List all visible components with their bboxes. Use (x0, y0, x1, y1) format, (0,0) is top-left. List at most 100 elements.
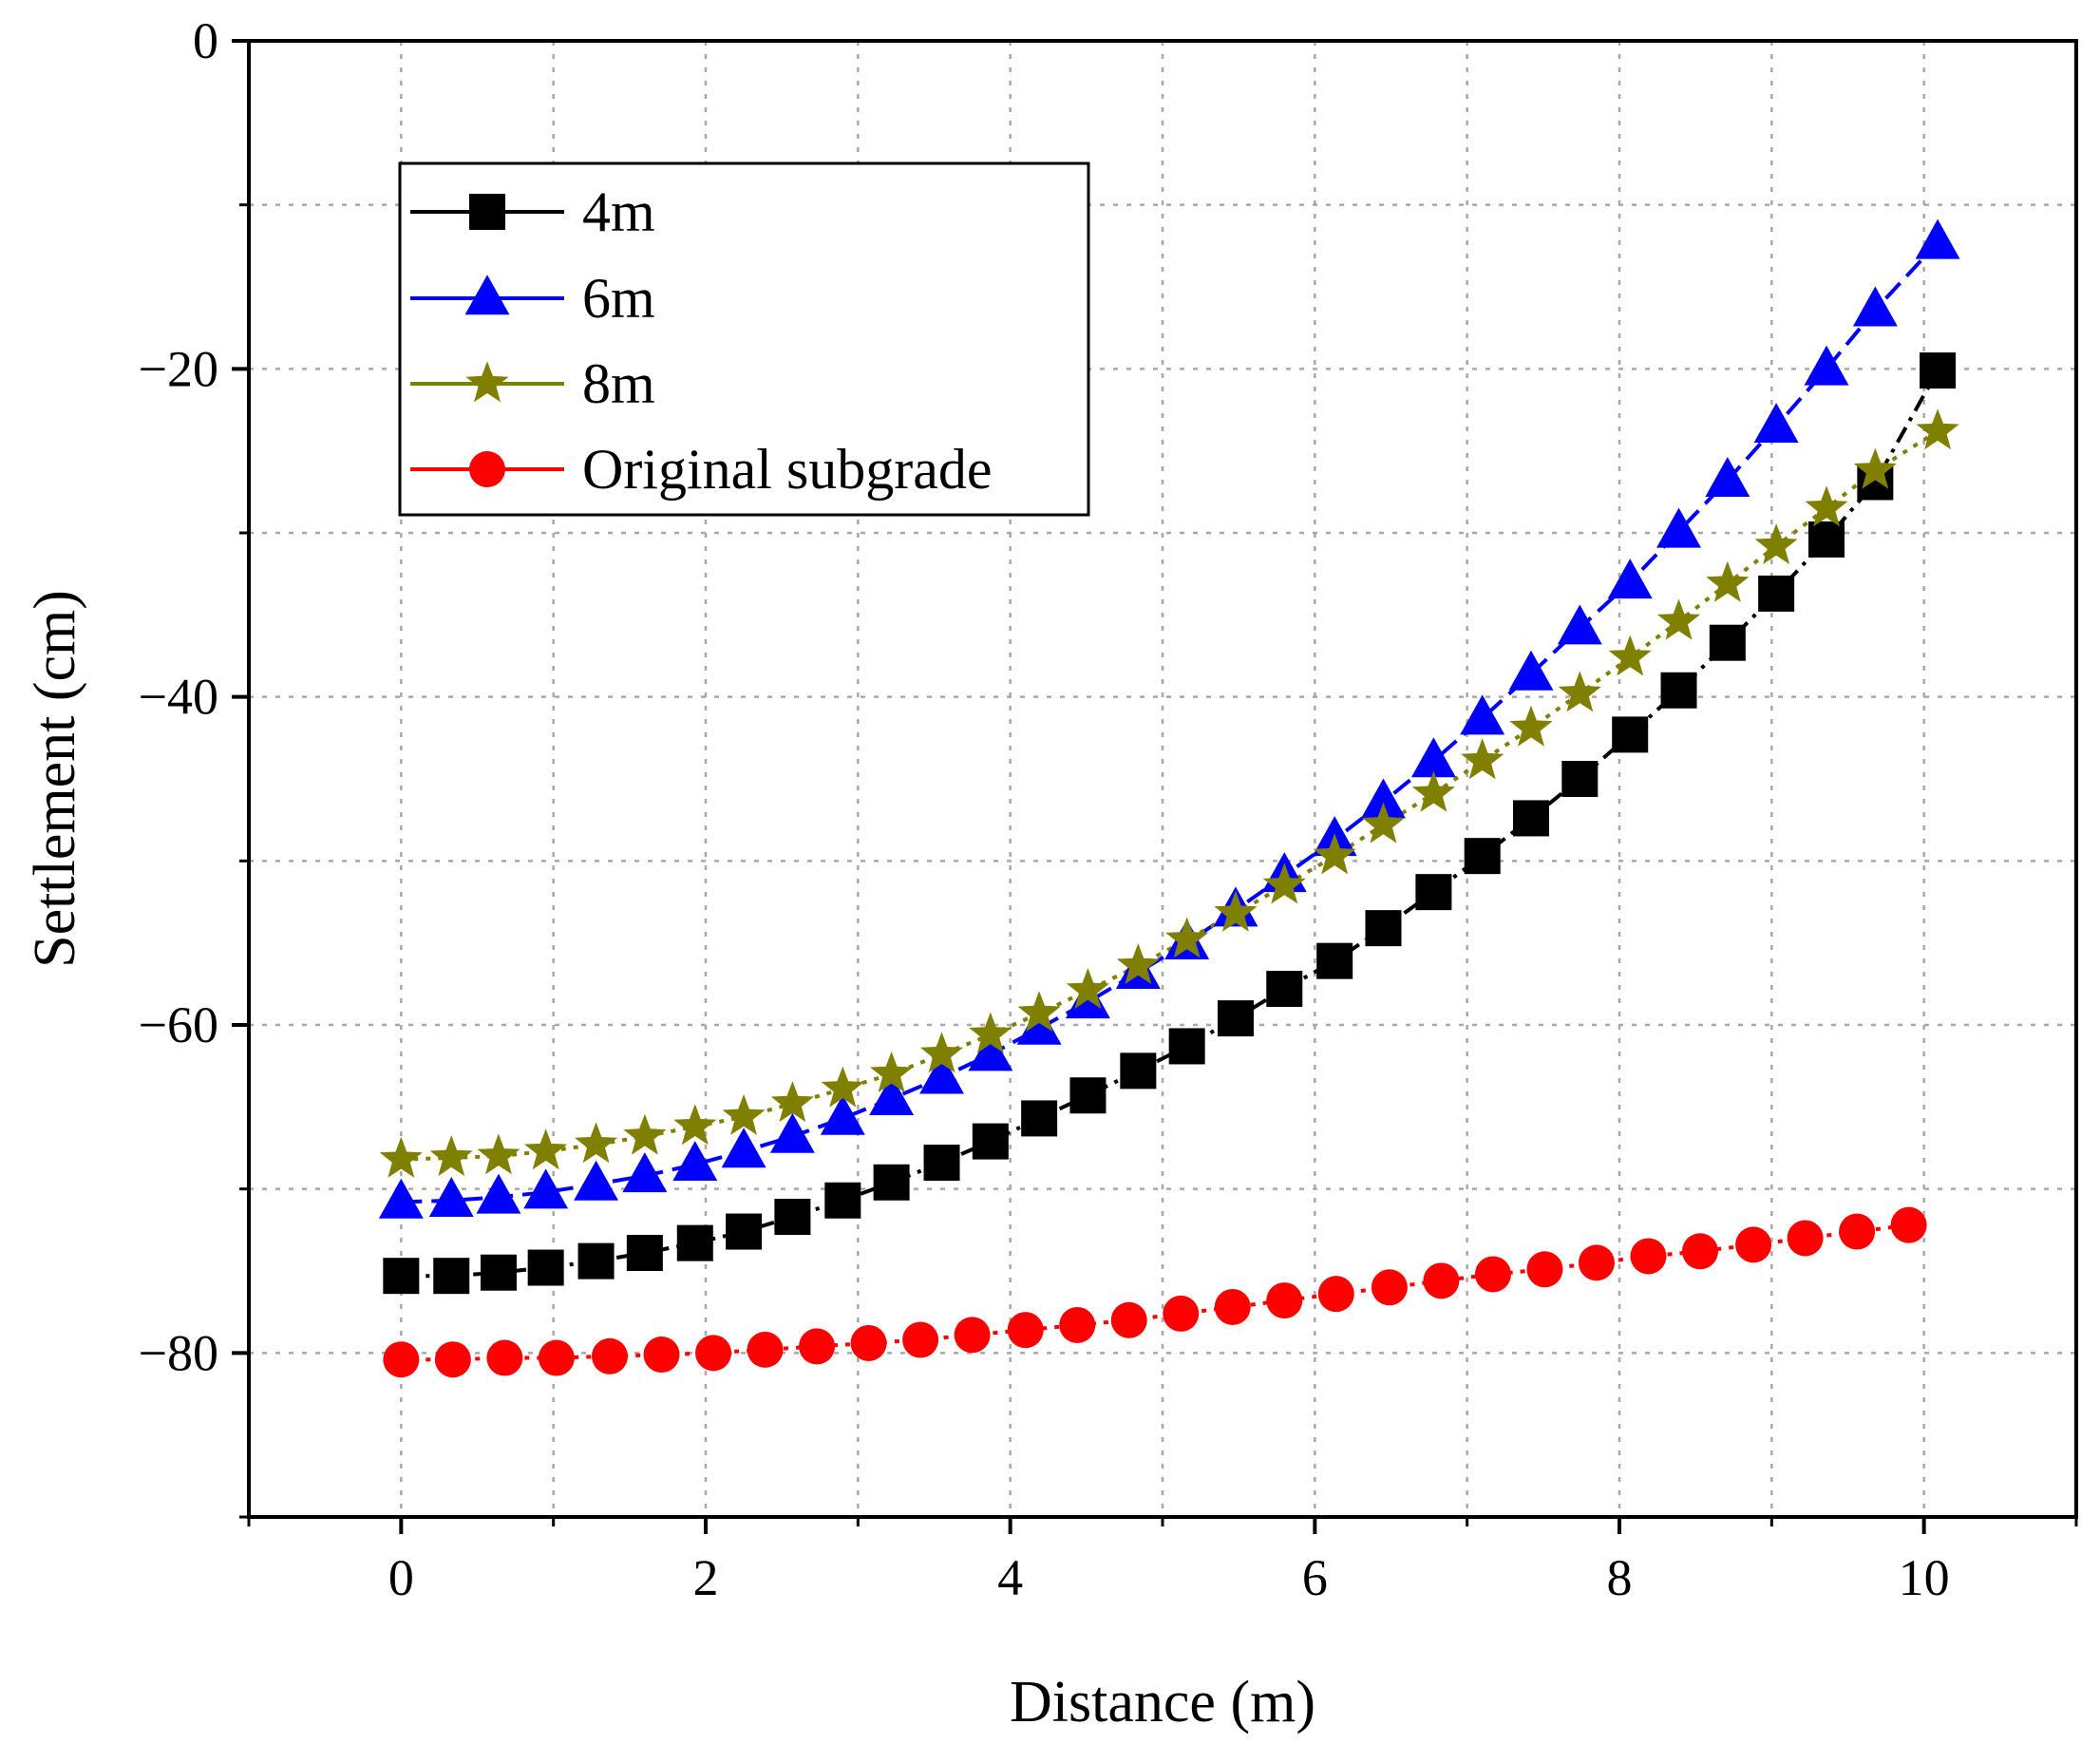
data-point-original-subgrade (1059, 1306, 1096, 1343)
y-tick-label: −20 (139, 340, 218, 397)
data-point-8m (623, 1113, 667, 1155)
data-point-original-subgrade (1839, 1213, 1876, 1250)
data-point-original-subgrade (1317, 1276, 1354, 1313)
data-point-6m (672, 1141, 718, 1182)
data-point-6m (968, 1031, 1013, 1071)
y-tick-label: −40 (139, 669, 218, 726)
data-point-6m (1852, 286, 1898, 327)
legend-marker-4m (469, 194, 505, 230)
data-point-4m (1920, 352, 1957, 389)
x-tick-label: 2 (693, 1549, 719, 1606)
x-tick-label: 4 (997, 1549, 1023, 1606)
data-point-4m (480, 1254, 517, 1291)
data-point-8m (379, 1136, 423, 1178)
data-point-8m (429, 1135, 473, 1177)
data-point-4m (726, 1213, 763, 1250)
data-point-8m (1853, 447, 1897, 489)
data-point-4m (972, 1123, 1009, 1160)
data-point-6m (523, 1168, 569, 1209)
data-point-8m (1262, 863, 1306, 904)
data-point-4m (923, 1145, 960, 1182)
legend: 4m 6m 8m Original subgrade (398, 161, 1090, 517)
data-point-6m (1753, 403, 1799, 444)
data-point-original-subgrade (1787, 1220, 1824, 1257)
x-tick-label: 8 (1607, 1549, 1633, 1606)
data-point-8m (969, 1012, 1012, 1053)
data-point-8m (1461, 738, 1504, 780)
x-axis-title: Distance (m) (1010, 1670, 1315, 1735)
data-point-original-subgrade (695, 1335, 732, 1372)
data-point-8m (1656, 598, 1701, 640)
data-point-4m (774, 1199, 811, 1236)
data-point-8m (770, 1081, 814, 1123)
data-point-8m (919, 1032, 964, 1073)
data-point-original-subgrade (1474, 1256, 1511, 1293)
data-point-4m (824, 1182, 861, 1219)
data-point-original-subgrade (383, 1341, 420, 1378)
data-point-4m (1464, 838, 1501, 875)
data-point-8m (1066, 968, 1109, 1009)
data-point-4m (1709, 624, 1746, 661)
data-point-4m (676, 1224, 713, 1261)
legend-marker-8m (465, 361, 509, 403)
data-point-original-subgrade (1735, 1226, 1772, 1263)
data-point-8m (1754, 523, 1798, 564)
data-point-original-subgrade (643, 1336, 680, 1374)
data-point-8m (1411, 770, 1455, 812)
data-point-original-subgrade (954, 1317, 991, 1354)
data-point-8m (1361, 802, 1406, 844)
data-point-8m (673, 1104, 717, 1146)
data-point-4m (1612, 716, 1649, 753)
data-point-8m (524, 1128, 568, 1170)
data-point-original-subgrade (850, 1324, 887, 1361)
data-point-4m (1266, 971, 1303, 1008)
data-point-8m (575, 1122, 618, 1164)
data-point-4m (1808, 521, 1845, 558)
legend-swatches (410, 194, 564, 487)
data-point-8m (870, 1052, 914, 1092)
data-point-4m (1316, 942, 1353, 979)
data-point-6m (1915, 218, 1960, 259)
data-point-original-subgrade (486, 1339, 523, 1376)
data-point-8m (1116, 943, 1160, 985)
data-point-6m (1656, 507, 1701, 548)
data-point-4m (1660, 672, 1697, 709)
data-point-original-subgrade (1578, 1244, 1615, 1281)
data-point-6m (1016, 1004, 1062, 1045)
data-point-8m (1313, 833, 1356, 875)
data-point-4m (1217, 1000, 1254, 1037)
data-point-original-subgrade (1266, 1282, 1303, 1319)
data-point-8m (1214, 890, 1258, 932)
data-point-8m (821, 1066, 864, 1108)
data-point-original-subgrade (1630, 1238, 1667, 1275)
data-point-original-subgrade (1007, 1312, 1044, 1349)
data-point-6m (378, 1178, 424, 1219)
data-point-4m (1758, 575, 1795, 612)
data-point-8m (1509, 705, 1553, 747)
data-point-4m (1561, 761, 1599, 797)
y-tick-label: −80 (139, 1324, 218, 1381)
x-tick-label: 10 (1899, 1549, 1950, 1606)
data-point-original-subgrade (1526, 1251, 1563, 1288)
y-axis-title: Settlement (cm) (23, 590, 87, 968)
axis-ticks: 0 2 4 6 8 10 0 −20 −40 −60 −80 (139, 12, 2078, 1606)
legend-label-6m: 6m (582, 267, 655, 330)
data-point-original-subgrade (1890, 1206, 1927, 1243)
data-point-6m (869, 1075, 915, 1115)
data-point-8m (1608, 635, 1652, 676)
data-point-8m (1558, 671, 1601, 712)
data-point-original-subgrade (1110, 1301, 1147, 1338)
data-point-4m (433, 1258, 470, 1295)
data-point-6m (1460, 694, 1505, 735)
data-point-6m (428, 1177, 474, 1218)
data-point-original-subgrade (434, 1341, 471, 1378)
data-point-6m (721, 1128, 766, 1168)
x-tick-label: 6 (1302, 1549, 1328, 1606)
data-point-original-subgrade (902, 1321, 939, 1358)
data-point-4m (1168, 1028, 1205, 1065)
data-point-8m (477, 1133, 520, 1175)
data-point-4m (383, 1258, 420, 1295)
data-point-original-subgrade (591, 1337, 628, 1374)
data-point-4m (1021, 1100, 1058, 1137)
